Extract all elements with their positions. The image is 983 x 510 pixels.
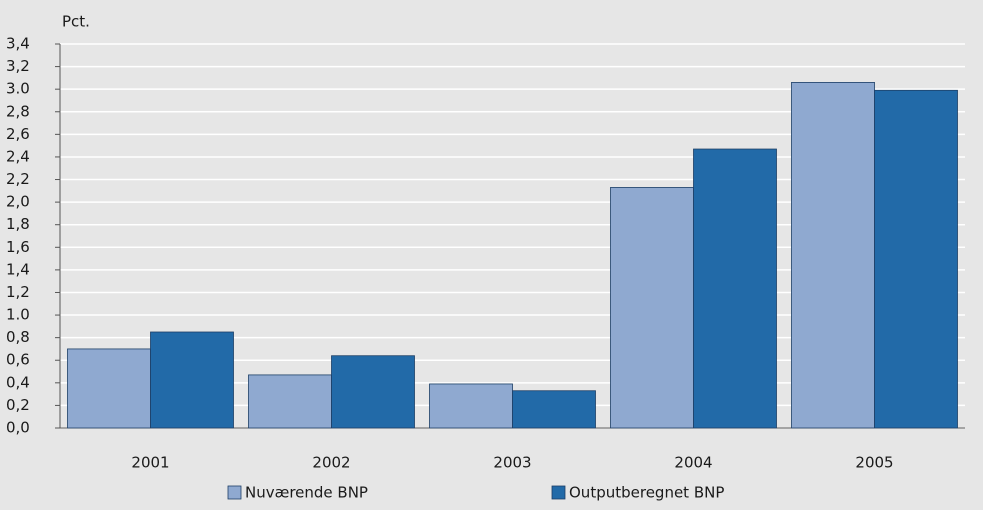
bar xyxy=(791,82,875,429)
legend-swatch xyxy=(227,485,242,500)
x-tick-label: 2002 xyxy=(312,454,350,472)
y-tick-label: 2,4 xyxy=(6,147,30,165)
y-tick-label: 0,8 xyxy=(6,328,30,346)
y-tick-label: 3,2 xyxy=(6,57,30,75)
y-tick-label: 3,4 xyxy=(6,35,30,53)
bar xyxy=(610,187,694,429)
bar xyxy=(429,383,513,429)
y-tick-label: 0,0 xyxy=(6,419,30,437)
bar xyxy=(512,390,596,429)
y-tick-label: 2,8 xyxy=(6,102,30,120)
x-tick-label: 2001 xyxy=(131,454,169,472)
y-tick-label: 1,6 xyxy=(6,238,30,256)
y-axis-label: Pct. xyxy=(62,13,90,31)
x-tick-label: 2005 xyxy=(855,454,893,472)
y-tick-label: 2,6 xyxy=(6,125,30,143)
y-tick-label: 3.0 xyxy=(6,80,30,98)
bar xyxy=(150,331,234,429)
legend-swatch xyxy=(551,485,566,500)
y-tick-label: 0,2 xyxy=(6,396,30,414)
legend-label: Outputberegnet BNP xyxy=(569,484,724,502)
bar xyxy=(248,374,332,429)
y-tick-label: 1.0 xyxy=(6,306,30,324)
y-tick-label: 0,6 xyxy=(6,351,30,369)
legend-label: Nuværende BNP xyxy=(245,484,368,502)
y-tick-label: 2,2 xyxy=(6,170,30,188)
bar xyxy=(331,355,415,429)
y-tick-label: 1,8 xyxy=(6,215,30,233)
bar xyxy=(693,148,777,429)
bar xyxy=(874,89,958,429)
y-tick-label: 1,4 xyxy=(6,260,30,278)
y-tick-label: 1,2 xyxy=(6,283,30,301)
y-tick-label: 2,0 xyxy=(6,193,30,211)
y-tick-label: 0,4 xyxy=(6,373,30,391)
x-tick-label: 2003 xyxy=(493,454,531,472)
bar xyxy=(67,348,151,429)
x-tick-label: 2004 xyxy=(674,454,712,472)
